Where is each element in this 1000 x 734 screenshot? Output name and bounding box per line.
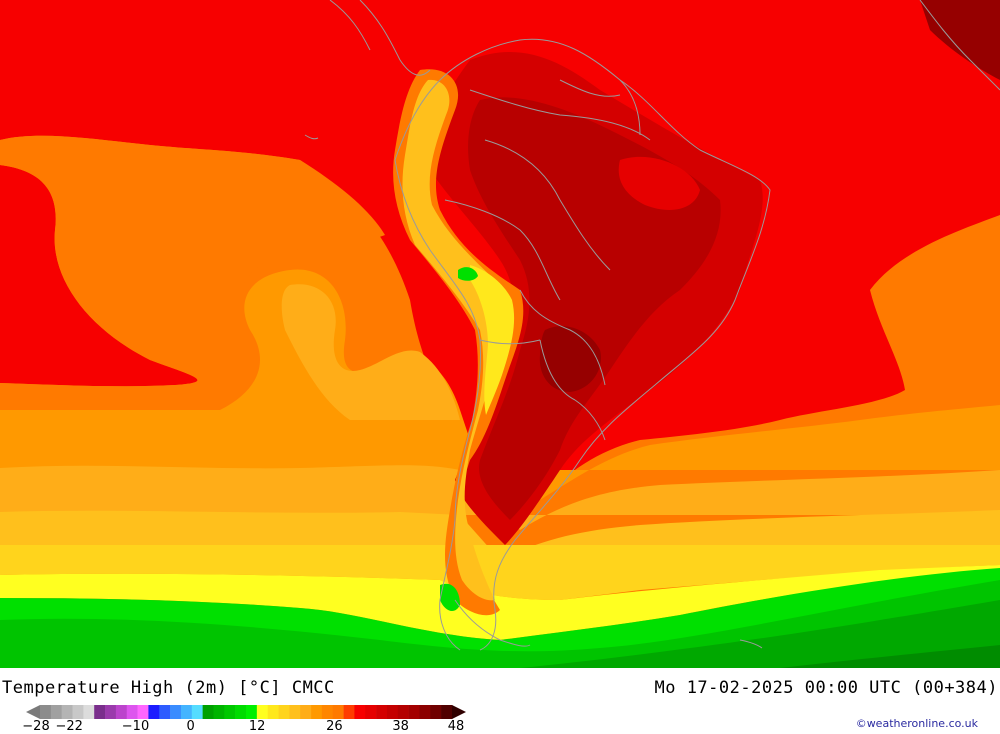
mid-lat-light-orange: [0, 269, 1000, 500]
map-footer: [0, 668, 1000, 733]
atlantic-orange-patch: [875, 228, 1000, 393]
site-credit[interactable]: ©weatheronline.co.uk: [855, 717, 978, 730]
legend-tick-label: −28: [22, 719, 50, 734]
legend-swatch: [343, 705, 355, 719]
legend-swatch: [50, 705, 62, 719]
legend-swatch: [246, 705, 258, 719]
west-red-lobe: [0, 165, 198, 387]
legend-swatch: [397, 705, 409, 719]
legend-swatch: [278, 705, 290, 719]
south-darkest-green: [780, 645, 1000, 668]
legend-tick-label: 38: [392, 719, 409, 734]
legend-tick-label: −22: [55, 719, 83, 734]
legend-swatch: [235, 705, 247, 719]
legend-swatch: [202, 705, 214, 719]
legend-swatch: [321, 705, 334, 719]
map-title: Temperature High (2m) [°C] CMCC: [2, 678, 335, 698]
legend-tick-label: 12: [248, 719, 266, 734]
temperature-color-legend: [26, 704, 466, 719]
legend-swatch: [72, 705, 84, 719]
legend-swatch: [224, 705, 236, 719]
patagonia-green: [440, 583, 460, 612]
legend-swatch: [61, 705, 73, 719]
legend-swatch: [105, 705, 117, 719]
legend-swatch: [354, 705, 366, 719]
legend-swatch: [332, 705, 344, 719]
legend-swatch: [83, 705, 95, 719]
legend-swatch: [289, 705, 301, 719]
yellow-orange-band: [0, 545, 1000, 600]
legend-tick-label: 48: [447, 719, 465, 734]
legend-swatch: [441, 705, 453, 719]
yellow-band: [0, 565, 1000, 640]
andes-green-spot: [458, 267, 478, 281]
country-borders: [304, 0, 1000, 651]
run-time: Mo 17-02-2025 00:00 UTC (00+384): [654, 678, 998, 698]
north-hot-spot: [920, 0, 1000, 80]
legend-swatch: [170, 705, 182, 719]
legend-swatch: [408, 705, 420, 719]
legend-swatch: [137, 705, 149, 719]
legend-swatch: [256, 705, 268, 719]
gold-band: [0, 510, 1000, 560]
legend-swatch: [300, 705, 312, 719]
legend-swatch: [159, 705, 171, 719]
legend-swatch: [376, 705, 388, 719]
legend-swatch: [419, 705, 431, 719]
legend-low-arrow: [26, 705, 40, 719]
temperature-map: [0, 0, 1000, 668]
legend-tick-label: 0: [186, 719, 195, 734]
legend-swatch: [40, 705, 52, 719]
legend-swatch: [430, 705, 442, 719]
legend-swatch: [94, 705, 106, 719]
legend-swatch: [191, 705, 203, 719]
andes-yellow: [470, 265, 515, 415]
legend-swatch: [126, 705, 138, 719]
legend-swatch: [267, 705, 279, 719]
legend-swatch: [148, 705, 160, 719]
andes-gold: [402, 79, 508, 601]
pacific-orange-band: [0, 135, 385, 410]
south-dark-green: [520, 600, 1000, 668]
legend-tick-label: 26: [326, 719, 343, 734]
amazon-red-patch: [618, 156, 700, 210]
legend-swatch: [213, 705, 225, 719]
pacific-amber-tongue: [281, 284, 460, 420]
legend-tick-label: −10: [121, 719, 150, 734]
legend-swatch: [311, 705, 323, 719]
legend-swatch: [180, 705, 193, 719]
legend-swatch: [386, 705, 399, 719]
legend-swatch: [365, 705, 377, 719]
legend-swatch: [115, 705, 128, 719]
legend-high-arrow: [452, 705, 466, 719]
